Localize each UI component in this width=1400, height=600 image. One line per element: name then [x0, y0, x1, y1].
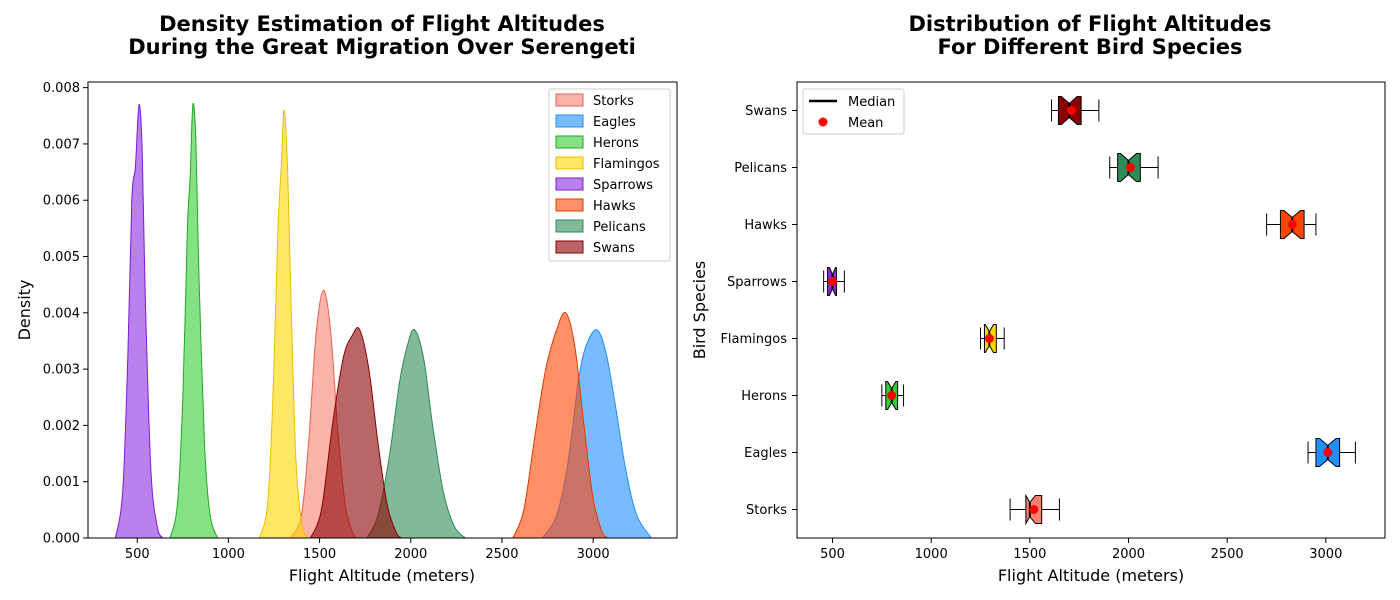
density-y-tick-label: 0.000 — [43, 532, 80, 547]
density-legend-swatch-flamingos — [555, 156, 584, 170]
density-y-tick-label: 0.002 — [43, 419, 80, 434]
boxplot-y-tick-label-herons: Herons — [741, 389, 787, 404]
boxplot-y-tick-label-eagles: Eagles — [744, 446, 787, 461]
density-area-pelicans — [366, 329, 467, 539]
box-flamingos — [980, 324, 1005, 353]
density-y-axis-label: Density — [15, 280, 34, 341]
boxplot-x-tick-label: 500 — [820, 547, 845, 562]
density-legend: Storks Eagles Herons Flamingos Sparrows Hawks… — [548, 88, 671, 262]
density-legend-label-sparrows: Sparrows — [593, 178, 653, 193]
boxplot-legend: Median Mean — [802, 88, 905, 135]
mean-marker-eagles — [1323, 448, 1333, 457]
density-legend-swatch-sparrows — [555, 177, 584, 191]
box-storks — [1009, 493, 1060, 526]
density-x-axis-label: Flight Altitude (meters) — [289, 566, 475, 585]
density-legend-swatch-pelicans — [555, 219, 584, 233]
density-y-tick-label: 0.005 — [43, 250, 80, 265]
density-legend-swatch-swans — [555, 240, 584, 254]
legend-label-median: Median — [848, 95, 895, 110]
density-area-hawks — [512, 311, 609, 539]
density-y-tick-label: 0.001 — [43, 475, 80, 490]
boxplot-x-axis-label: Flight Altitude (meters) — [998, 566, 1184, 585]
boxplot-x-tick-label: 2000 — [1112, 547, 1145, 562]
density-area-swans — [309, 327, 403, 539]
density-y-tick-label: 0.003 — [43, 363, 80, 378]
box-pelicans — [1109, 153, 1159, 182]
density-x-tick-label: 2000 — [394, 547, 427, 562]
mean-marker-swans — [1066, 106, 1076, 115]
boxplot-chart-title-line-1: Distribution of Flight Altitudes — [908, 12, 1271, 36]
density-legend-box — [548, 88, 671, 262]
mean-marker-pelicans — [1125, 163, 1135, 172]
density-legend-swatch-hawks — [555, 198, 584, 212]
boxplot-y-tick-label-pelicans: Pelicans — [734, 161, 787, 176]
boxplot-chart-title-line-2: For Different Bird Species — [937, 35, 1242, 59]
density-x-tick-label: 3000 — [577, 547, 610, 562]
box-eagles — [1307, 438, 1356, 467]
density-y-tick-label: 0.004 — [43, 306, 80, 321]
density-y-ticks: 0.000 0.001 0.002 0.003 0.004 0.005 0.006 0.007… — [43, 81, 88, 547]
boxplot-y-ticks: Storks Eagles Herons Flamingos Sparrows Hawks… — [720, 104, 797, 518]
density-chart: Density Estimation of Flight Altitudes D… — [15, 12, 678, 585]
density-x-tick-label: 2500 — [485, 547, 518, 562]
density-legend-swatch-eagles — [555, 114, 584, 128]
density-legend-swatch-storks — [555, 93, 584, 107]
density-areas — [114, 102, 653, 539]
boxplot-x-tick-label: 2500 — [1211, 547, 1244, 562]
mean-marker-hawks — [1287, 220, 1297, 229]
density-x-ticks: 500 1000 1500 2000 2500 3000 — [125, 538, 610, 562]
density-area-flamingos — [258, 109, 308, 539]
boxplot-plot-frame — [796, 81, 1386, 539]
density-y-tick-label: 0.007 — [43, 137, 80, 152]
boxplot-y-tick-label-sparrows: Sparrows — [727, 275, 787, 290]
boxplot-chart: Distribution of Flight Altitudes For Dif… — [690, 12, 1386, 585]
density-legend-label-eagles: Eagles — [593, 115, 636, 130]
box-herons — [881, 381, 905, 410]
boxplot-y-tick-label-swans: Swans — [745, 104, 787, 119]
density-y-tick-label: 0.008 — [43, 81, 80, 96]
boxplot-y-tick-label-storks: Storks — [746, 503, 787, 518]
legend-mean-dot — [818, 117, 828, 127]
boxplot-y-axis-label: Bird Species — [690, 261, 709, 360]
boxplot-x-tick-label: 1500 — [1013, 547, 1046, 562]
box-hawks — [1266, 210, 1317, 239]
boxplot-y-tick-label-flamingos: Flamingos — [720, 332, 787, 347]
density-chart-title-line-2: During the Great Migration Over Serenget… — [128, 35, 636, 59]
legend-label-mean: Mean — [848, 116, 883, 131]
boxplot-x-ticks: 500 1000 1500 2000 2500 3000 — [820, 538, 1342, 562]
density-area-sparrows — [114, 103, 164, 539]
density-area-herons — [169, 102, 219, 539]
density-legend-label-hawks: Hawks — [593, 199, 636, 214]
box-swans — [1051, 96, 1100, 125]
mean-marker-flamingos — [984, 334, 994, 343]
density-plot-frame — [87, 81, 678, 539]
density-legend-swatch-herons — [555, 135, 584, 149]
density-x-tick-label: 1500 — [303, 547, 336, 562]
density-x-tick-label: 1000 — [212, 547, 245, 562]
density-legend-label-flamingos: Flamingos — [593, 157, 660, 172]
boxplot-boxes — [823, 96, 1356, 526]
box-sparrows — [823, 267, 845, 296]
density-y-tick-label: 0.006 — [43, 194, 80, 209]
density-legend-label-pelicans: Pelicans — [593, 220, 646, 235]
boxplot-x-tick-label: 1000 — [915, 547, 948, 562]
density-x-tick-label: 500 — [125, 547, 150, 562]
density-chart-title-line-1: Density Estimation of Flight Altitudes — [159, 12, 605, 36]
mean-marker-storks — [1029, 505, 1039, 514]
mean-marker-herons — [887, 391, 897, 400]
density-legend-label-storks: Storks — [593, 94, 634, 109]
density-legend-label-swans: Swans — [593, 241, 635, 256]
density-legend-label-herons: Herons — [593, 136, 639, 151]
mean-marker-sparrows — [828, 277, 838, 286]
boxplot-y-tick-label-hawks: Hawks — [744, 218, 787, 233]
boxplot-x-tick-label: 3000 — [1309, 547, 1342, 562]
